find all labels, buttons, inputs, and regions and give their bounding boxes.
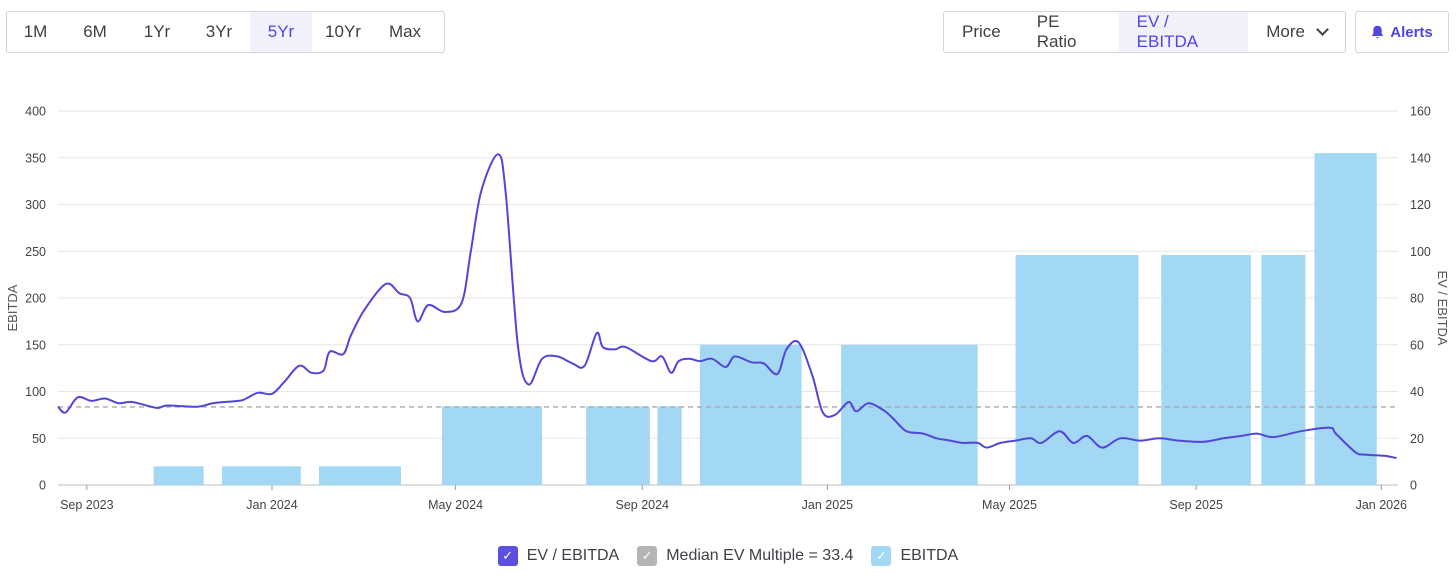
right-tick-label: 40 xyxy=(1410,385,1424,399)
legend-label: EBITDA xyxy=(900,547,959,564)
x-tick-label: Jan 2025 xyxy=(802,498,853,512)
x-tick-label: Sep 2025 xyxy=(1169,498,1223,512)
range-tab-max[interactable]: Max xyxy=(388,22,422,41)
x-tick-label: Jan 2026 xyxy=(1356,498,1407,512)
checkmark-icon: ✓ xyxy=(871,546,892,566)
legend-item[interactable]: ✓ Median EV Multiple = 33.4 xyxy=(637,546,853,566)
metric-selector: Price PE Ratio EV / EBITDA More xyxy=(943,11,1346,53)
x-tick-label: Sep 2023 xyxy=(60,498,114,512)
left-tick-label: 50 xyxy=(32,432,46,446)
ebitda-bar[interactable] xyxy=(1161,254,1251,485)
left-tick-label: 150 xyxy=(25,338,46,352)
left-tick-label: 350 xyxy=(25,151,46,165)
range-tab-6m[interactable]: 6M xyxy=(83,22,107,41)
ebitda-bar[interactable] xyxy=(1261,254,1306,485)
ev-ebitda-line xyxy=(57,153,1397,460)
right-tick-label: 80 xyxy=(1410,292,1424,306)
left-axis-ticks: 0 50 100 150 200 250 300 350 400 xyxy=(25,105,46,493)
x-tick-label: May 2024 xyxy=(428,498,483,512)
bell-icon xyxy=(1372,25,1384,38)
metric-tab-ev-ebitda[interactable]: EV / EBITDA xyxy=(1118,12,1249,52)
legend-item[interactable]: ✓ EBITDA xyxy=(871,546,958,566)
ebitda-bar[interactable] xyxy=(657,406,682,485)
right-axis-title: EV / EBITDA xyxy=(1435,270,1450,345)
range-tab-5yr[interactable]: 5Yr xyxy=(250,12,312,52)
alerts-button[interactable]: Alerts xyxy=(1355,11,1449,53)
left-tick-label: 0 xyxy=(39,479,46,493)
range-tab-3yr[interactable]: 3Yr xyxy=(205,22,233,41)
chart-legend: ✓ EV / EBITDA ✓ Median EV Multiple = 33.4 ✓ E… xyxy=(0,546,1456,566)
metric-tab-price[interactable]: Price xyxy=(962,22,1001,41)
ebitda-bar[interactable] xyxy=(699,344,802,485)
x-tick-label: May 2025 xyxy=(982,498,1037,512)
ebitda-bar[interactable] xyxy=(441,406,543,485)
time-range-selector: 1M 6M 1Yr 3Yr 5Yr 10Yr Max xyxy=(6,11,445,53)
legend-item[interactable]: ✓ EV / EBITDA xyxy=(497,546,620,566)
ebitda-bar[interactable] xyxy=(153,466,204,485)
right-tick-label: 100 xyxy=(1410,245,1431,259)
ebitda-bar[interactable] xyxy=(841,344,978,485)
checkmark-icon: ✓ xyxy=(497,546,518,566)
x-tick-label: Sep 2024 xyxy=(615,498,669,512)
left-tick-label: 200 xyxy=(25,292,46,306)
metric-tab-pe-ratio[interactable]: PE Ratio xyxy=(1036,12,1077,51)
range-tab-10yr[interactable]: 10Yr xyxy=(325,22,361,41)
left-tick-label: 400 xyxy=(25,105,46,119)
ebitda-bar[interactable] xyxy=(319,466,401,485)
ebitda-bar[interactable] xyxy=(221,466,301,485)
range-tab-1m[interactable]: 1M xyxy=(23,22,48,41)
right-tick-label: 20 xyxy=(1410,432,1424,446)
left-tick-label: 250 xyxy=(25,245,46,259)
right-tick-label: 160 xyxy=(1410,105,1431,119)
right-tick-label: 140 xyxy=(1410,151,1431,165)
more-dropdown-button[interactable]: More xyxy=(1248,12,1345,52)
ebitda-bar[interactable] xyxy=(1314,153,1377,485)
left-axis-title: EBITDA xyxy=(5,284,20,331)
legend-label: EV / EBITDA xyxy=(526,547,620,564)
alerts-label: Alerts xyxy=(1390,23,1433,41)
ebitda-bar[interactable] xyxy=(586,406,650,485)
left-tick-label: 100 xyxy=(25,385,46,399)
x-tick-label: Jan 2024 xyxy=(246,498,297,512)
right-tick-label: 0 xyxy=(1410,479,1417,493)
legend-label: Median EV Multiple = 33.4 xyxy=(666,547,854,564)
left-tick-label: 300 xyxy=(25,198,46,212)
right-tick-label: 120 xyxy=(1410,198,1431,212)
right-axis-ticks: 0 20 40 60 80 100 120 140 160 xyxy=(1410,105,1431,493)
ebitda-bars xyxy=(153,153,1377,485)
more-label: More xyxy=(1266,22,1305,41)
x-axis-ticks: Sep 2023 Jan 2024 May 2024 Sep 2024 Jan 2025… xyxy=(60,485,1407,512)
checkmark-icon: ✓ xyxy=(637,546,658,566)
range-tab-1yr[interactable]: 1Yr xyxy=(143,22,171,41)
right-tick-label: 60 xyxy=(1410,338,1424,352)
ebitda-bar[interactable] xyxy=(1015,254,1139,485)
